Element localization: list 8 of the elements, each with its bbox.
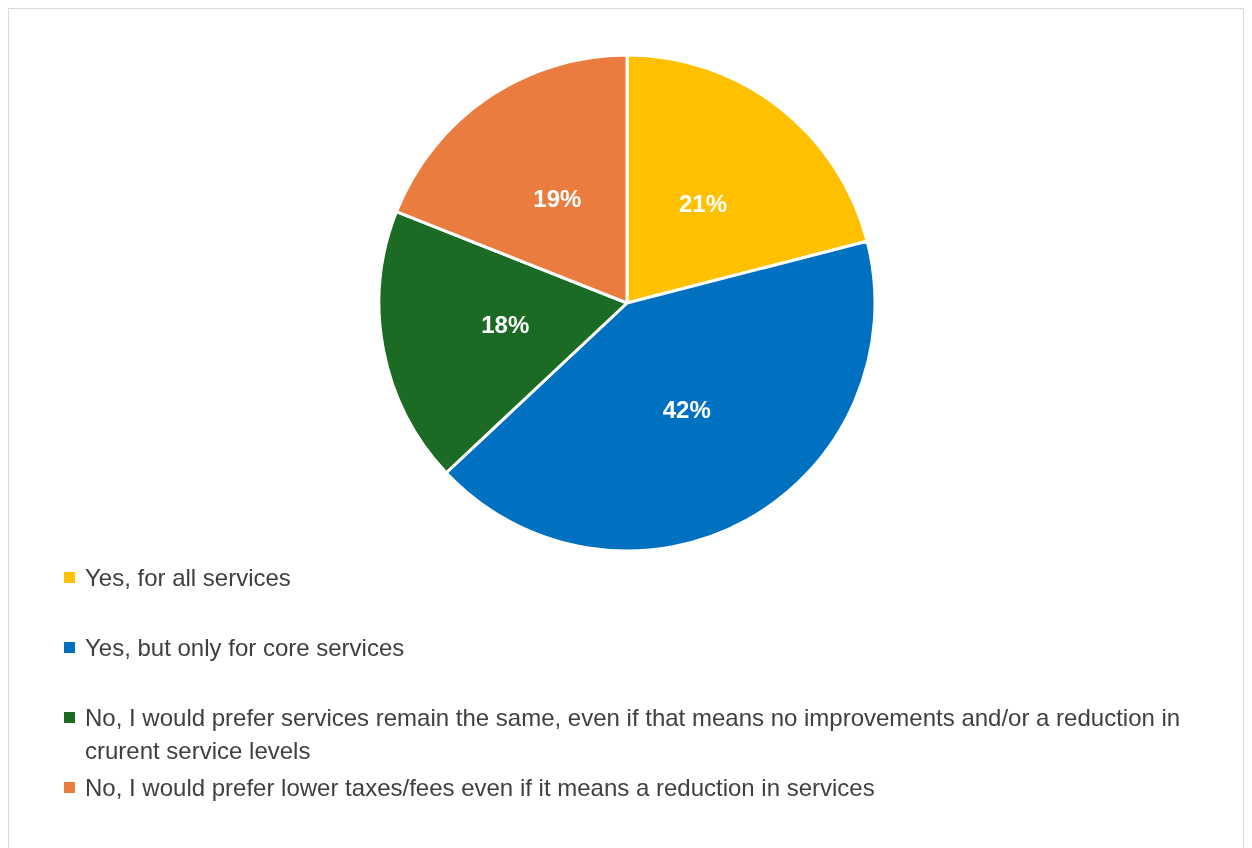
- data-label: 21%: [678, 189, 728, 217]
- legend-label: No, I would prefer services remain the same, even if that means no improvements and/or a reduction in crurent service levels: [85, 703, 1182, 766]
- data-label: 42%: [662, 396, 711, 424]
- data-label: 18%: [481, 310, 530, 338]
- legend-label: Yes, but only for core services: [85, 633, 405, 663]
- legend-label: No, I would prefer lower taxes/fees even if it means a reduction in services: [85, 773, 875, 803]
- legend-label: Yes, for all services: [85, 563, 291, 593]
- data-label: 19%: [533, 185, 582, 213]
